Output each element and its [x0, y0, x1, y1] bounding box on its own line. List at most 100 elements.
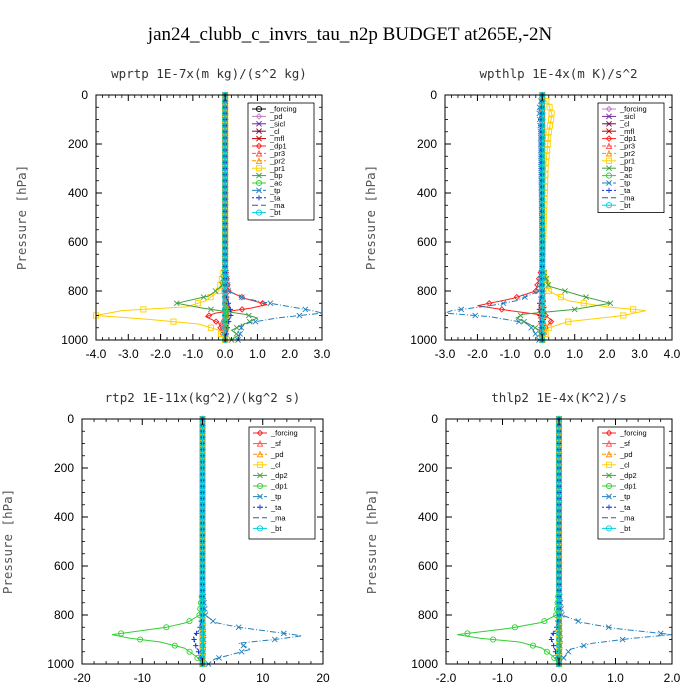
- series-line-dp1: [477, 95, 553, 341]
- y-tick-label: 800: [54, 608, 74, 622]
- series-point-bt: [222, 171, 229, 178]
- legend-marker: [256, 461, 264, 468]
- y-tick-label: 400: [54, 510, 74, 524]
- legend-label: _bt: [269, 208, 281, 217]
- legend-label: _mfl: [619, 127, 635, 136]
- legend: _forcing_sf _pd_cl _dp2 _dp1_tp _ta_ma _bt: [248, 426, 316, 540]
- series-point-bt: [199, 440, 206, 447]
- series-point-tp: [271, 636, 278, 643]
- series-point-bt: [222, 104, 229, 111]
- series-point-bt: [222, 202, 229, 209]
- series-point-dp1: [238, 306, 246, 313]
- series-point-bp: [245, 312, 252, 319]
- legend-label: _sicl: [619, 112, 635, 121]
- legend-marker: [606, 165, 612, 172]
- series-point-ta: [226, 319, 232, 325]
- x-tick-label: -10: [134, 671, 152, 685]
- series-point-bt: [555, 642, 563, 649]
- series-point-bt: [555, 556, 563, 563]
- y-tick-label: 200: [54, 461, 74, 475]
- series-point-bt: [539, 324, 546, 331]
- series-point-bt: [539, 196, 546, 203]
- series-point-tp: [516, 318, 522, 325]
- series-point-tp: [280, 630, 287, 637]
- series-point-bt: [199, 581, 206, 588]
- series-point-pr1: [207, 324, 214, 331]
- series-point-bt: [555, 526, 563, 533]
- y-tick-label: 400: [418, 510, 438, 524]
- series-line-dp1: [457, 419, 560, 665]
- legend-marker: [256, 429, 264, 437]
- panel-title: rtp2 1E-11x(kg^2)/(kg^2 s): [105, 390, 301, 405]
- series-point-tp: [575, 618, 582, 625]
- y-axis-label: Pressure [hPa]: [0, 489, 15, 594]
- series-point-bt: [222, 226, 229, 233]
- series-point-bt: [199, 593, 206, 600]
- series-point-dp1: [225, 287, 232, 295]
- series-point-pr1: [630, 306, 637, 313]
- legend-marker: [256, 195, 262, 201]
- series-point-bt: [222, 257, 229, 264]
- x-tick-label: -1.0: [183, 347, 204, 361]
- series-point-bt: [555, 605, 563, 612]
- legend-label: _ma: [619, 513, 635, 522]
- series-point-tp: [210, 618, 216, 625]
- legend-label: _cl: [269, 127, 280, 136]
- legend: _forcing_sicl_cl_mfl_dp1_pr3_pr2_pr1_bp_…: [597, 102, 665, 213]
- series-point-ta: [228, 312, 234, 319]
- series-point-bp: [545, 281, 552, 288]
- series-point-bt: [555, 477, 563, 484]
- series-point-bt: [539, 165, 546, 172]
- legend-marker: [605, 142, 613, 150]
- series-point-pr1: [140, 306, 147, 313]
- series-point-tp: [237, 330, 243, 337]
- legend-marker: [605, 202, 613, 209]
- series-point-ta: [193, 643, 199, 649]
- series-point-dp1: [535, 275, 543, 282]
- series-point-bt: [539, 116, 546, 123]
- series-point-bt: [222, 300, 229, 307]
- y-tick-label: 200: [418, 461, 438, 475]
- series-point-tp: [235, 624, 242, 631]
- series-point-bt: [555, 544, 563, 551]
- y-tick-label: 1000: [61, 333, 88, 347]
- series-point-bt: [222, 220, 229, 227]
- chart-panel-1: wprtp 1E-7x(m kg)/(s^2 kg) Pressure [hPa]…: [14, 66, 331, 361]
- legend-marker: [255, 105, 263, 113]
- series-point-bt: [539, 251, 546, 258]
- chart-panel-4: thlp2 1E-4x(K^2)/s Pressure [hPa] -2.0 -1.0…: [364, 390, 681, 685]
- legend-marker: [257, 504, 263, 510]
- series-line-dp1: [111, 419, 203, 665]
- y-tick-label: 200: [417, 137, 437, 151]
- series-point-tp: [580, 642, 587, 649]
- series-point-bt: [539, 147, 546, 154]
- y-tick-label: 1000: [47, 657, 74, 671]
- series-point-dp1: [205, 312, 213, 319]
- series-point-pr1: [546, 104, 553, 111]
- series-point-tp: [458, 306, 465, 313]
- legend-label: _ta: [619, 503, 631, 512]
- series-line-pr1: [95, 95, 226, 341]
- legend-label: _dp1: [619, 482, 637, 491]
- series-point-dp2: [556, 630, 563, 637]
- series-point-dp1: [137, 636, 144, 643]
- x-tick-label: 4.0: [664, 347, 681, 361]
- series-point-dp1: [163, 624, 170, 631]
- legend-marker: [605, 482, 613, 490]
- series-point-bt: [539, 202, 546, 209]
- series-point-dp1: [186, 648, 193, 655]
- series-point-bt: [222, 134, 229, 141]
- series-point-bt: [222, 165, 229, 172]
- series-point-bt: [539, 245, 546, 252]
- series-point-bt: [199, 648, 206, 655]
- series-point-bt: [199, 489, 206, 496]
- series-point-bt: [222, 159, 229, 166]
- series-line-bp: [515, 95, 611, 341]
- y-tick-label: 400: [68, 186, 88, 200]
- series-point-bp: [521, 318, 528, 325]
- series-point-bp: [607, 300, 614, 307]
- series-point-bt: [222, 294, 229, 301]
- series-point-bt: [199, 611, 206, 619]
- series-point-tp: [302, 306, 309, 313]
- series-point-pr1: [548, 116, 555, 123]
